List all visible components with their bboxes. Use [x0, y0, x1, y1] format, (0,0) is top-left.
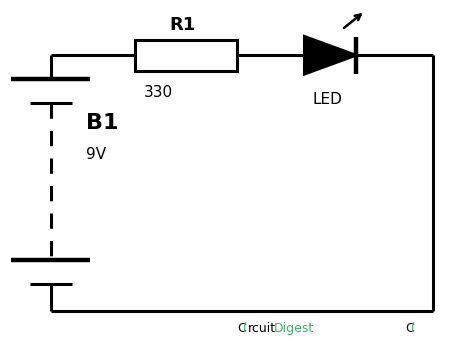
Text: LED: LED — [313, 92, 343, 107]
Text: 9V: 9V — [86, 147, 106, 162]
Text: C: C — [237, 322, 246, 335]
Text: í: í — [243, 322, 246, 335]
Text: rcuit: rcuit — [248, 322, 276, 335]
Text: B1: B1 — [86, 113, 118, 133]
Text: 330: 330 — [144, 85, 173, 100]
Text: R1: R1 — [170, 16, 196, 34]
Text: C: C — [405, 322, 414, 335]
Text: í: í — [410, 322, 414, 335]
Polygon shape — [304, 37, 356, 74]
Bar — [135, 40, 237, 70]
Text: Digest: Digest — [273, 322, 314, 335]
